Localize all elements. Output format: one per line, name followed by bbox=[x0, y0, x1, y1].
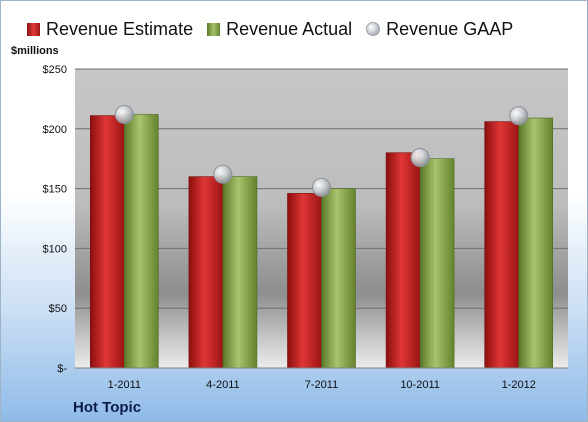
bar-revenue-actual bbox=[419, 158, 455, 369]
legend-label-gaap: Revenue GAAP bbox=[386, 18, 514, 39]
marker-revenue-gaap bbox=[213, 164, 233, 184]
x-tick-label: 10-2011 bbox=[400, 379, 440, 391]
legend-swatch-gaap bbox=[366, 22, 381, 36]
y-tick-label: $200 bbox=[43, 124, 67, 136]
bar-revenue-actual bbox=[518, 117, 554, 369]
legend-label-actual: Revenue Actual bbox=[226, 18, 353, 39]
y-tick-label: $- bbox=[57, 363, 67, 375]
legend-item-estimate: Revenue Estimate bbox=[27, 19, 193, 40]
y-tick-label: $50 bbox=[49, 303, 67, 315]
x-tick-label: 4-2011 bbox=[206, 379, 239, 391]
bar-revenue-actual bbox=[124, 114, 159, 369]
legend-item-actual: Revenue Actual bbox=[207, 19, 352, 40]
y-axis-unit-label: $millions bbox=[11, 45, 59, 57]
x-tick-label: 1-2011 bbox=[108, 379, 141, 391]
marker-revenue-gaap bbox=[312, 177, 331, 197]
bar-revenue-estimate bbox=[188, 176, 224, 369]
y-tick-label: $250 bbox=[43, 64, 67, 76]
x-tick-label: 1-2012 bbox=[502, 379, 536, 391]
bar-revenue-estimate bbox=[287, 193, 322, 369]
marker-revenue-gaap bbox=[114, 104, 134, 124]
bar-revenue-estimate bbox=[385, 152, 421, 369]
bar-revenue-actual bbox=[222, 176, 258, 369]
legend-swatch-estimate bbox=[27, 22, 40, 36]
company-label: Hot Topic bbox=[73, 399, 142, 416]
legend-label-estimate: Revenue Estimate bbox=[46, 18, 194, 39]
legend-swatch-actual bbox=[207, 22, 221, 36]
x-tick-label: 7-2011 bbox=[305, 379, 338, 391]
bar-revenue-estimate bbox=[90, 115, 125, 369]
marker-revenue-gaap bbox=[410, 148, 430, 168]
bar-revenue-actual bbox=[321, 188, 356, 369]
legend: Revenue Estimate Revenue Actual Revenue … bbox=[27, 17, 513, 41]
bar-revenue-estimate bbox=[484, 121, 520, 369]
y-tick-label: $150 bbox=[43, 184, 67, 196]
y-tick-label: $100 bbox=[43, 243, 67, 255]
legend-item-gaap: Revenue GAAP bbox=[366, 19, 513, 40]
marker-revenue-gaap bbox=[509, 106, 529, 126]
